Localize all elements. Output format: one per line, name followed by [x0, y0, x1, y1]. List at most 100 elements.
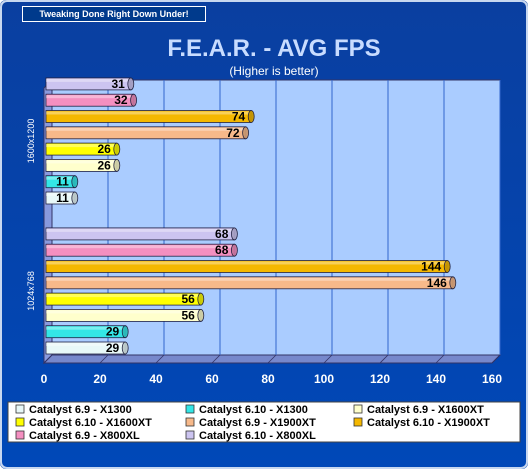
x-tick-label: 60 — [205, 372, 219, 386]
legend-swatch — [185, 430, 195, 440]
plot-layer — [42, 78, 502, 365]
legend-label: Catalyst 6.10 - X800XL — [199, 430, 316, 442]
bar-value-label: 144 — [421, 260, 441, 274]
bar: 68 — [45, 243, 238, 257]
bar: 26 — [45, 158, 121, 172]
bar-cap-shade — [130, 94, 137, 107]
bar: 29 — [45, 325, 129, 339]
floor-gridline — [211, 354, 221, 364]
bar-cap-shade — [113, 159, 120, 172]
bar-value-label: 68 — [215, 227, 229, 241]
bar-cap — [242, 126, 250, 140]
bar-cap-shade — [122, 325, 129, 338]
bar-cap-shade — [444, 260, 451, 273]
bar-highlight — [46, 160, 117, 164]
bar-highlight — [46, 78, 131, 82]
bar-cap-shade — [71, 192, 78, 204]
legend-label: Catalyst 6.10 - X1600XT — [29, 417, 152, 429]
bar-highlight — [46, 176, 75, 180]
legend-label: Catalyst 6.10 - X1300 — [199, 404, 308, 416]
bar-highlight — [46, 326, 126, 330]
bar-cap — [230, 243, 238, 257]
floor-gridline — [379, 354, 389, 364]
floor-gridline — [43, 354, 53, 364]
legend-swatch — [15, 417, 25, 427]
bar-cap — [71, 191, 79, 205]
bar: 68 — [45, 227, 238, 241]
bar-cap — [443, 260, 451, 273]
bar-cap-shade — [122, 342, 129, 354]
bar-highlight — [46, 261, 448, 265]
legend-item: Catalyst 6.10 - X1300 — [185, 404, 308, 416]
bar-value-label: 31 — [111, 77, 125, 91]
bar: 72 — [45, 126, 250, 140]
bar: 56 — [45, 308, 205, 322]
legend-box — [7, 401, 521, 443]
legend-swatch — [185, 417, 195, 427]
x-tick-label: 160 — [482, 372, 502, 386]
bar-value-label: 29 — [106, 341, 120, 355]
legend-item: Catalyst 6.10 - X1600XT — [15, 417, 152, 429]
bar-value-label: 32 — [114, 93, 128, 107]
legend-item: Catalyst 6.9 - X800XL — [15, 430, 140, 442]
bar-cap-shade — [231, 227, 238, 240]
bar-value-label: 146 — [427, 276, 447, 290]
bar-cap — [197, 308, 205, 322]
bar: 56 — [45, 292, 205, 306]
bar: 11 — [45, 175, 79, 189]
chart-title: F.E.A.R. - AVG FPS — [167, 35, 380, 62]
bar: 146 — [45, 276, 457, 290]
bar-highlight — [46, 245, 235, 249]
x-tick-label: 80 — [261, 372, 275, 386]
bar-cap — [230, 227, 238, 241]
legend-item: Catalyst 6.9 - X1600XT — [353, 404, 484, 416]
bar-highlight — [46, 277, 453, 281]
floor-gridline — [435, 354, 445, 364]
x-tick-label: 120 — [370, 372, 390, 386]
x-tick-label: 0 — [41, 372, 48, 386]
bar-cap — [449, 276, 457, 290]
bars-layer: 11 11 26 26 72 74 32 31 29 29 56 56 146 144 68 68 — [45, 77, 457, 355]
bar: 29 — [45, 341, 129, 355]
chart-subtitle: (Higher is better) — [229, 64, 318, 78]
bar-value-label: 56 — [181, 292, 195, 306]
x-tick-label: 100 — [314, 372, 334, 386]
bar-value-label: 11 — [56, 191, 69, 205]
bar-highlight — [46, 294, 201, 298]
category-label: 1024x768 — [26, 271, 36, 311]
legend-label: Catalyst 6.9 - X1600XT — [367, 404, 484, 416]
bar-value-label: 68 — [215, 243, 229, 257]
bar-cap — [113, 158, 121, 172]
bar-cap-shade — [71, 175, 78, 188]
bar-value-label: 74 — [232, 110, 246, 124]
bar-cap-shade — [127, 77, 134, 90]
bar-cap-shade — [197, 293, 204, 306]
bar-highlight — [46, 228, 235, 232]
floor-gridline — [323, 354, 333, 364]
site-banner: Tweaking Done Right Down Under! — [22, 6, 206, 22]
bar-cap — [113, 142, 121, 156]
floor-gridline — [155, 354, 165, 364]
legend-swatch — [15, 404, 25, 414]
bar-highlight — [46, 310, 201, 314]
x-tick-label: 20 — [93, 372, 107, 386]
category-label: 1600x1200 — [26, 119, 36, 164]
floor-gridline — [491, 354, 501, 364]
legend-swatch — [15, 430, 25, 440]
bar-highlight — [46, 111, 252, 115]
bar-value-label: 11 — [56, 175, 69, 189]
bar-cap — [121, 341, 129, 355]
bar: 32 — [45, 93, 138, 107]
legend-item: Catalyst 6.10 - X800XL — [185, 430, 316, 442]
bar-cap — [71, 175, 79, 189]
bar-value-label: 72 — [226, 126, 240, 140]
legend-item: Catalyst 6.9 - X1900XT — [185, 417, 316, 429]
bar-cap — [130, 93, 138, 107]
bar-value-label: 26 — [97, 158, 111, 172]
bar-cap-shade — [197, 309, 204, 322]
bar-cap-shade — [242, 126, 249, 139]
legend-item: Catalyst 6.10 - X1900XT — [353, 417, 490, 429]
floor-gridline — [267, 354, 277, 364]
